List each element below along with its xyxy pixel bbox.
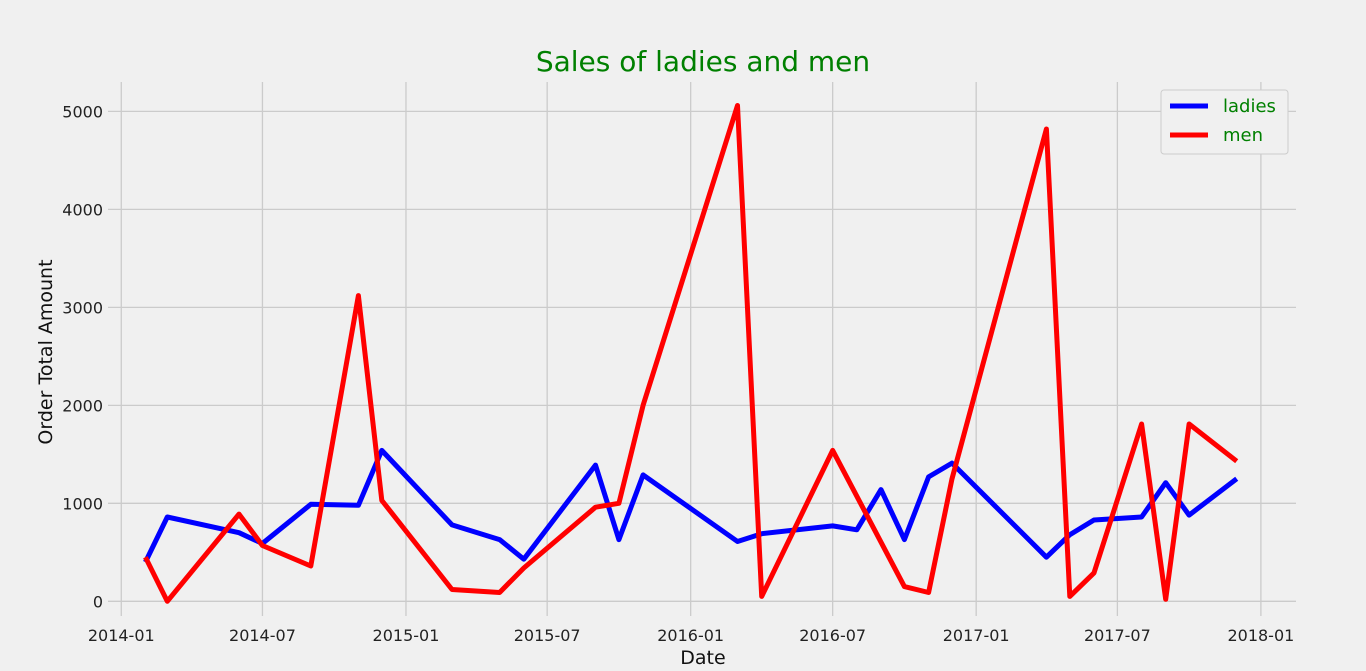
x-tick-label: 2017-07 bbox=[1084, 626, 1151, 645]
legend-label-ladies: ladies bbox=[1223, 96, 1276, 117]
y-tick-label: 4000 bbox=[62, 200, 103, 219]
tick-labels: 2014-01 2014-07 2015-01 2015-07 2016-01 2016-… bbox=[62, 102, 1294, 645]
legend: ladies men bbox=[1160, 89, 1289, 155]
x-tick-label: 2016-01 bbox=[657, 626, 724, 645]
y-axis-label: Order Total Amount bbox=[35, 259, 57, 444]
x-tick-label: 2016-07 bbox=[799, 626, 866, 645]
chart-title: Sales of ladies and men bbox=[536, 45, 870, 78]
series-line-men bbox=[143, 103, 1239, 604]
x-axis-label: Date bbox=[680, 647, 725, 669]
grid bbox=[108, 82, 1296, 616]
x-tick-label: 2015-07 bbox=[514, 626, 581, 645]
y-tick-label: 0 bbox=[93, 592, 103, 611]
y-tick-label: 5000 bbox=[62, 102, 103, 121]
y-tick-label: 1000 bbox=[62, 494, 103, 513]
legend-label-men: men bbox=[1223, 125, 1263, 146]
series-lines bbox=[143, 103, 1239, 604]
series-line-ladies bbox=[143, 447, 1239, 564]
x-tick-label: 2014-01 bbox=[88, 626, 155, 645]
y-tick-label: 3000 bbox=[62, 298, 103, 317]
x-tick-label: 2015-01 bbox=[373, 626, 440, 645]
x-tick-label: 2017-01 bbox=[943, 626, 1010, 645]
y-tick-label: 2000 bbox=[62, 396, 103, 415]
x-tick-label: 2018-01 bbox=[1227, 626, 1294, 645]
x-tick-label: 2014-07 bbox=[229, 626, 296, 645]
